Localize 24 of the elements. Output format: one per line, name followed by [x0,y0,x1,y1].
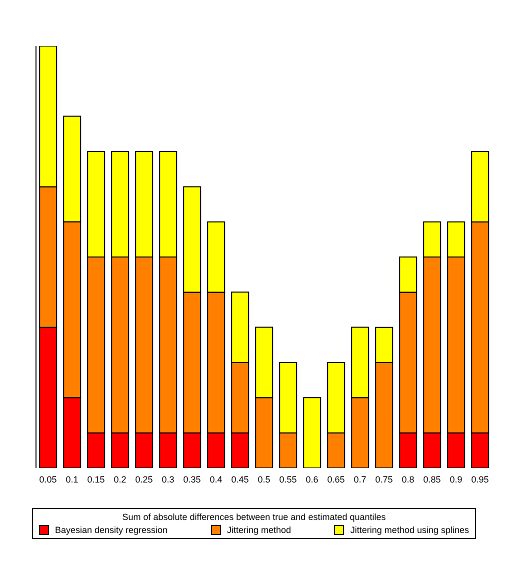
x-tick-label: 0.85 [423,474,441,484]
x-tick-label: 0.2 [114,474,126,484]
x-tick-label: 0.7 [354,474,366,484]
x-tick-label: 0.9 [450,474,462,484]
x-tick-label: 0.55 [279,474,297,484]
x-tick-label: 0.75 [375,474,393,484]
legend-label: Bayesian density regression [54,525,168,535]
legend-title: Sum of absolute differences between true and estimated quantiles [121,512,387,522]
x-tick-label: 0.35 [183,474,201,484]
x-tick-label: 0.1 [66,474,78,484]
x-tick-label: 0.15 [87,474,105,484]
x-tick-label: 0.5 [258,474,270,484]
legend-label: Jittering method using splines [349,525,469,535]
x-tick-label: 0.8 [402,474,414,484]
legend-label: Jittering method [226,525,292,535]
x-tick-label: 0.45 [231,474,249,484]
bar [303,397,322,468]
x-tick-label: 0.4 [210,474,222,484]
x-tick-label: 0.95 [471,474,489,484]
x-tick-label: 0.6 [306,474,318,484]
x-tick-label: 0.3 [162,474,174,484]
x-tick-label: 0.05 [39,474,57,484]
x-tick-label: 0.65 [327,474,345,484]
x-tick-label: 0.25 [135,474,153,484]
